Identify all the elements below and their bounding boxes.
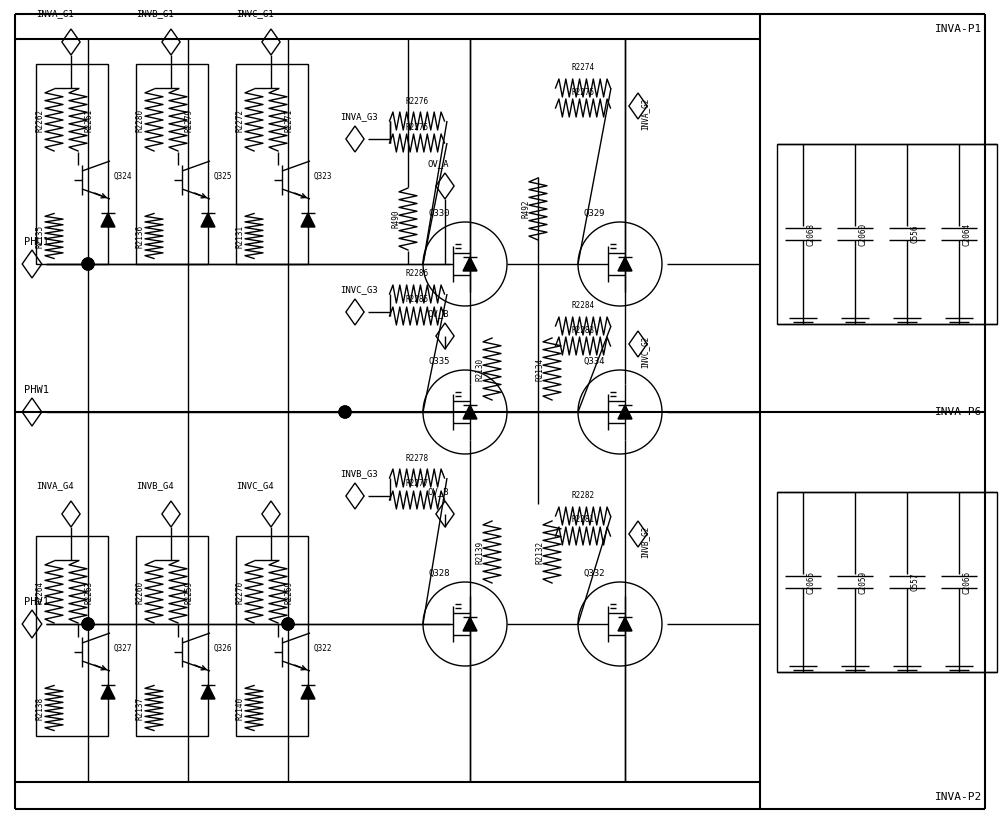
Text: Q328: Q328 [428, 569, 450, 578]
Polygon shape [463, 257, 477, 271]
Text: Q325: Q325 [214, 171, 233, 180]
Text: R2264: R2264 [36, 580, 45, 603]
Text: R2285: R2285 [405, 296, 429, 305]
Text: R492: R492 [522, 199, 530, 218]
Text: R2140: R2140 [236, 696, 245, 719]
Text: R2271: R2271 [284, 109, 293, 132]
Text: R2275: R2275 [405, 123, 429, 132]
Text: R2283: R2283 [571, 325, 595, 335]
Text: R2136: R2136 [136, 224, 145, 247]
Circle shape [339, 406, 351, 418]
Circle shape [82, 618, 94, 630]
Polygon shape [618, 257, 632, 271]
Text: Q329: Q329 [583, 209, 604, 218]
Polygon shape [201, 685, 215, 699]
Text: INVB_G4: INVB_G4 [136, 481, 174, 490]
Circle shape [82, 618, 94, 630]
Text: R2277: R2277 [405, 480, 429, 489]
Text: Q326: Q326 [214, 644, 233, 653]
Text: Q327: Q327 [114, 644, 133, 653]
Text: INVB_G2: INVB_G2 [640, 526, 649, 558]
Text: R2259: R2259 [184, 580, 193, 603]
Polygon shape [463, 617, 477, 631]
Polygon shape [301, 685, 315, 699]
Text: R2260: R2260 [136, 580, 145, 603]
Text: R2280: R2280 [136, 109, 145, 132]
Circle shape [82, 258, 94, 270]
Text: Q330: Q330 [428, 209, 450, 218]
Polygon shape [301, 213, 315, 227]
Text: R2261: R2261 [84, 109, 93, 132]
Text: PHU1: PHU1 [24, 237, 49, 247]
Text: OV_B: OV_B [427, 488, 449, 497]
Text: R2272: R2272 [236, 109, 245, 132]
Text: R2274: R2274 [571, 63, 595, 73]
Text: C2060: C2060 [859, 222, 868, 246]
Text: INVA_G4: INVA_G4 [36, 481, 74, 490]
Polygon shape [618, 617, 632, 631]
Circle shape [282, 618, 294, 630]
Text: INVB_G1: INVB_G1 [136, 10, 174, 18]
Text: R2275: R2275 [571, 87, 595, 96]
Text: C2059: C2059 [859, 570, 868, 593]
Text: Q332: Q332 [583, 569, 604, 578]
Polygon shape [101, 685, 115, 699]
Text: R2281: R2281 [571, 516, 595, 525]
Text: R2269: R2269 [284, 580, 293, 603]
Text: R2263: R2263 [84, 580, 93, 603]
Text: R2132: R2132 [536, 541, 544, 564]
Text: PHW1: PHW1 [24, 385, 49, 395]
Circle shape [282, 618, 294, 630]
Text: R2276: R2276 [405, 96, 429, 105]
Text: C556: C556 [911, 225, 920, 243]
Text: R2262: R2262 [36, 109, 45, 132]
Text: C2064: C2064 [963, 222, 972, 246]
Text: R2284: R2284 [571, 302, 595, 311]
Text: R2282: R2282 [571, 491, 595, 500]
Polygon shape [618, 405, 632, 419]
Text: Q335: Q335 [428, 357, 450, 366]
Text: R2270: R2270 [236, 580, 245, 603]
Text: INVC_G1: INVC_G1 [236, 10, 274, 18]
Text: R2279: R2279 [184, 109, 193, 132]
Text: Q324: Q324 [114, 171, 133, 180]
Text: C2065: C2065 [807, 570, 816, 593]
Text: INVA-P1: INVA-P1 [935, 24, 982, 34]
Text: C2066: C2066 [963, 570, 972, 593]
Text: INVB_G3: INVB_G3 [340, 470, 378, 479]
Text: Q323: Q323 [314, 171, 333, 180]
Text: R2138: R2138 [36, 696, 45, 719]
Text: INVA-P6: INVA-P6 [935, 407, 982, 417]
Text: R2135: R2135 [36, 224, 45, 247]
Text: PHV1: PHV1 [24, 597, 49, 607]
Text: Q322: Q322 [314, 644, 333, 653]
Text: C2063: C2063 [807, 222, 816, 246]
Text: R2134: R2134 [536, 358, 544, 381]
Polygon shape [463, 405, 477, 419]
Text: R2131: R2131 [236, 224, 245, 247]
Text: R2286: R2286 [405, 269, 429, 279]
Text: INVA_G2: INVA_G2 [640, 98, 649, 130]
Text: C557: C557 [911, 573, 920, 592]
Text: Q334: Q334 [583, 357, 604, 366]
Text: INVA-P2: INVA-P2 [935, 792, 982, 802]
Polygon shape [201, 213, 215, 227]
Text: INVC_G2: INVC_G2 [640, 336, 649, 368]
Text: R2137: R2137 [136, 696, 145, 719]
Text: INVC_G3: INVC_G3 [340, 285, 378, 294]
Text: R490: R490 [392, 210, 401, 228]
Text: OV_B: OV_B [427, 310, 449, 319]
Text: R2130: R2130 [476, 358, 485, 381]
Polygon shape [101, 213, 115, 227]
Text: R2139: R2139 [476, 541, 485, 564]
Text: R2278: R2278 [405, 453, 429, 462]
Text: OV_A: OV_A [427, 160, 449, 168]
Text: INVA_G1: INVA_G1 [36, 10, 74, 18]
Text: INVA_G3: INVA_G3 [340, 113, 378, 121]
Circle shape [82, 258, 94, 270]
Circle shape [339, 406, 351, 418]
Text: INVC_G4: INVC_G4 [236, 481, 274, 490]
